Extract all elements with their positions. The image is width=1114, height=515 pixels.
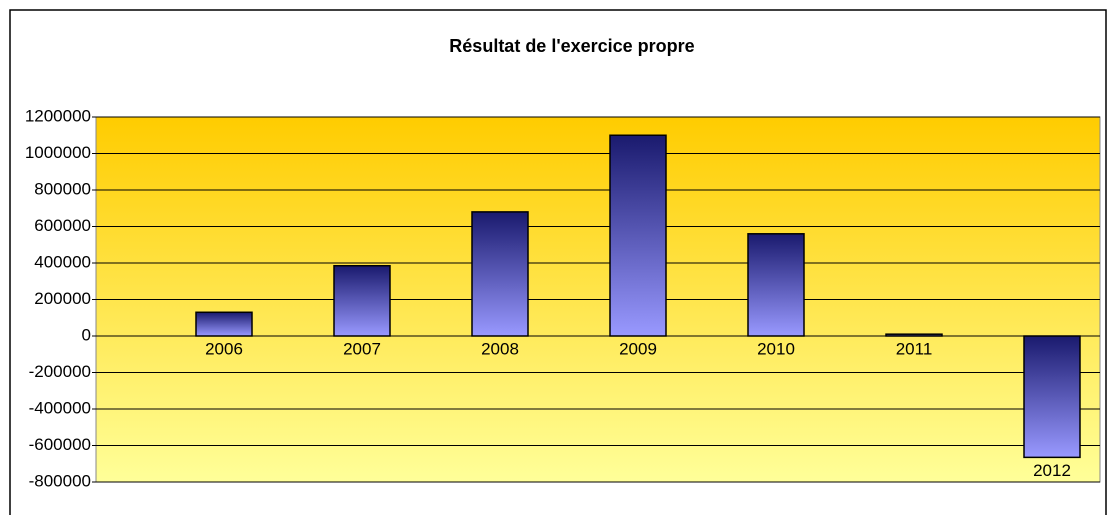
x-tick-label: 2008	[481, 339, 519, 358]
y-tick-label: 200000	[34, 289, 91, 308]
chart-title: Résultat de l'exercice propre	[449, 36, 694, 56]
y-tick-label: 600000	[34, 216, 91, 235]
y-tick-label: -200000	[29, 362, 91, 381]
bar	[609, 134, 667, 337]
y-tick-label: 800000	[34, 179, 91, 198]
bar	[471, 211, 529, 337]
x-tick-label: 2006	[205, 339, 243, 358]
bar	[333, 264, 391, 337]
x-tick-label: 2010	[757, 339, 795, 358]
x-tick-label: 2007	[343, 339, 381, 358]
x-tick-label: 2011	[896, 339, 933, 358]
x-tick-label: 2012	[1033, 461, 1071, 480]
y-tick-label: 1000000	[25, 143, 91, 162]
y-tick-label: 1200000	[25, 106, 91, 125]
x-tick-label: 2009	[619, 339, 657, 358]
y-tick-label: 0	[82, 325, 91, 344]
y-tick-label: 400000	[34, 252, 91, 271]
y-tick-label: -400000	[29, 398, 91, 417]
y-tick-label: -600000	[29, 435, 91, 454]
bar	[195, 311, 253, 337]
bar	[885, 333, 943, 337]
bar	[1023, 335, 1081, 459]
bar	[747, 233, 805, 337]
y-tick-label: -800000	[29, 471, 91, 490]
